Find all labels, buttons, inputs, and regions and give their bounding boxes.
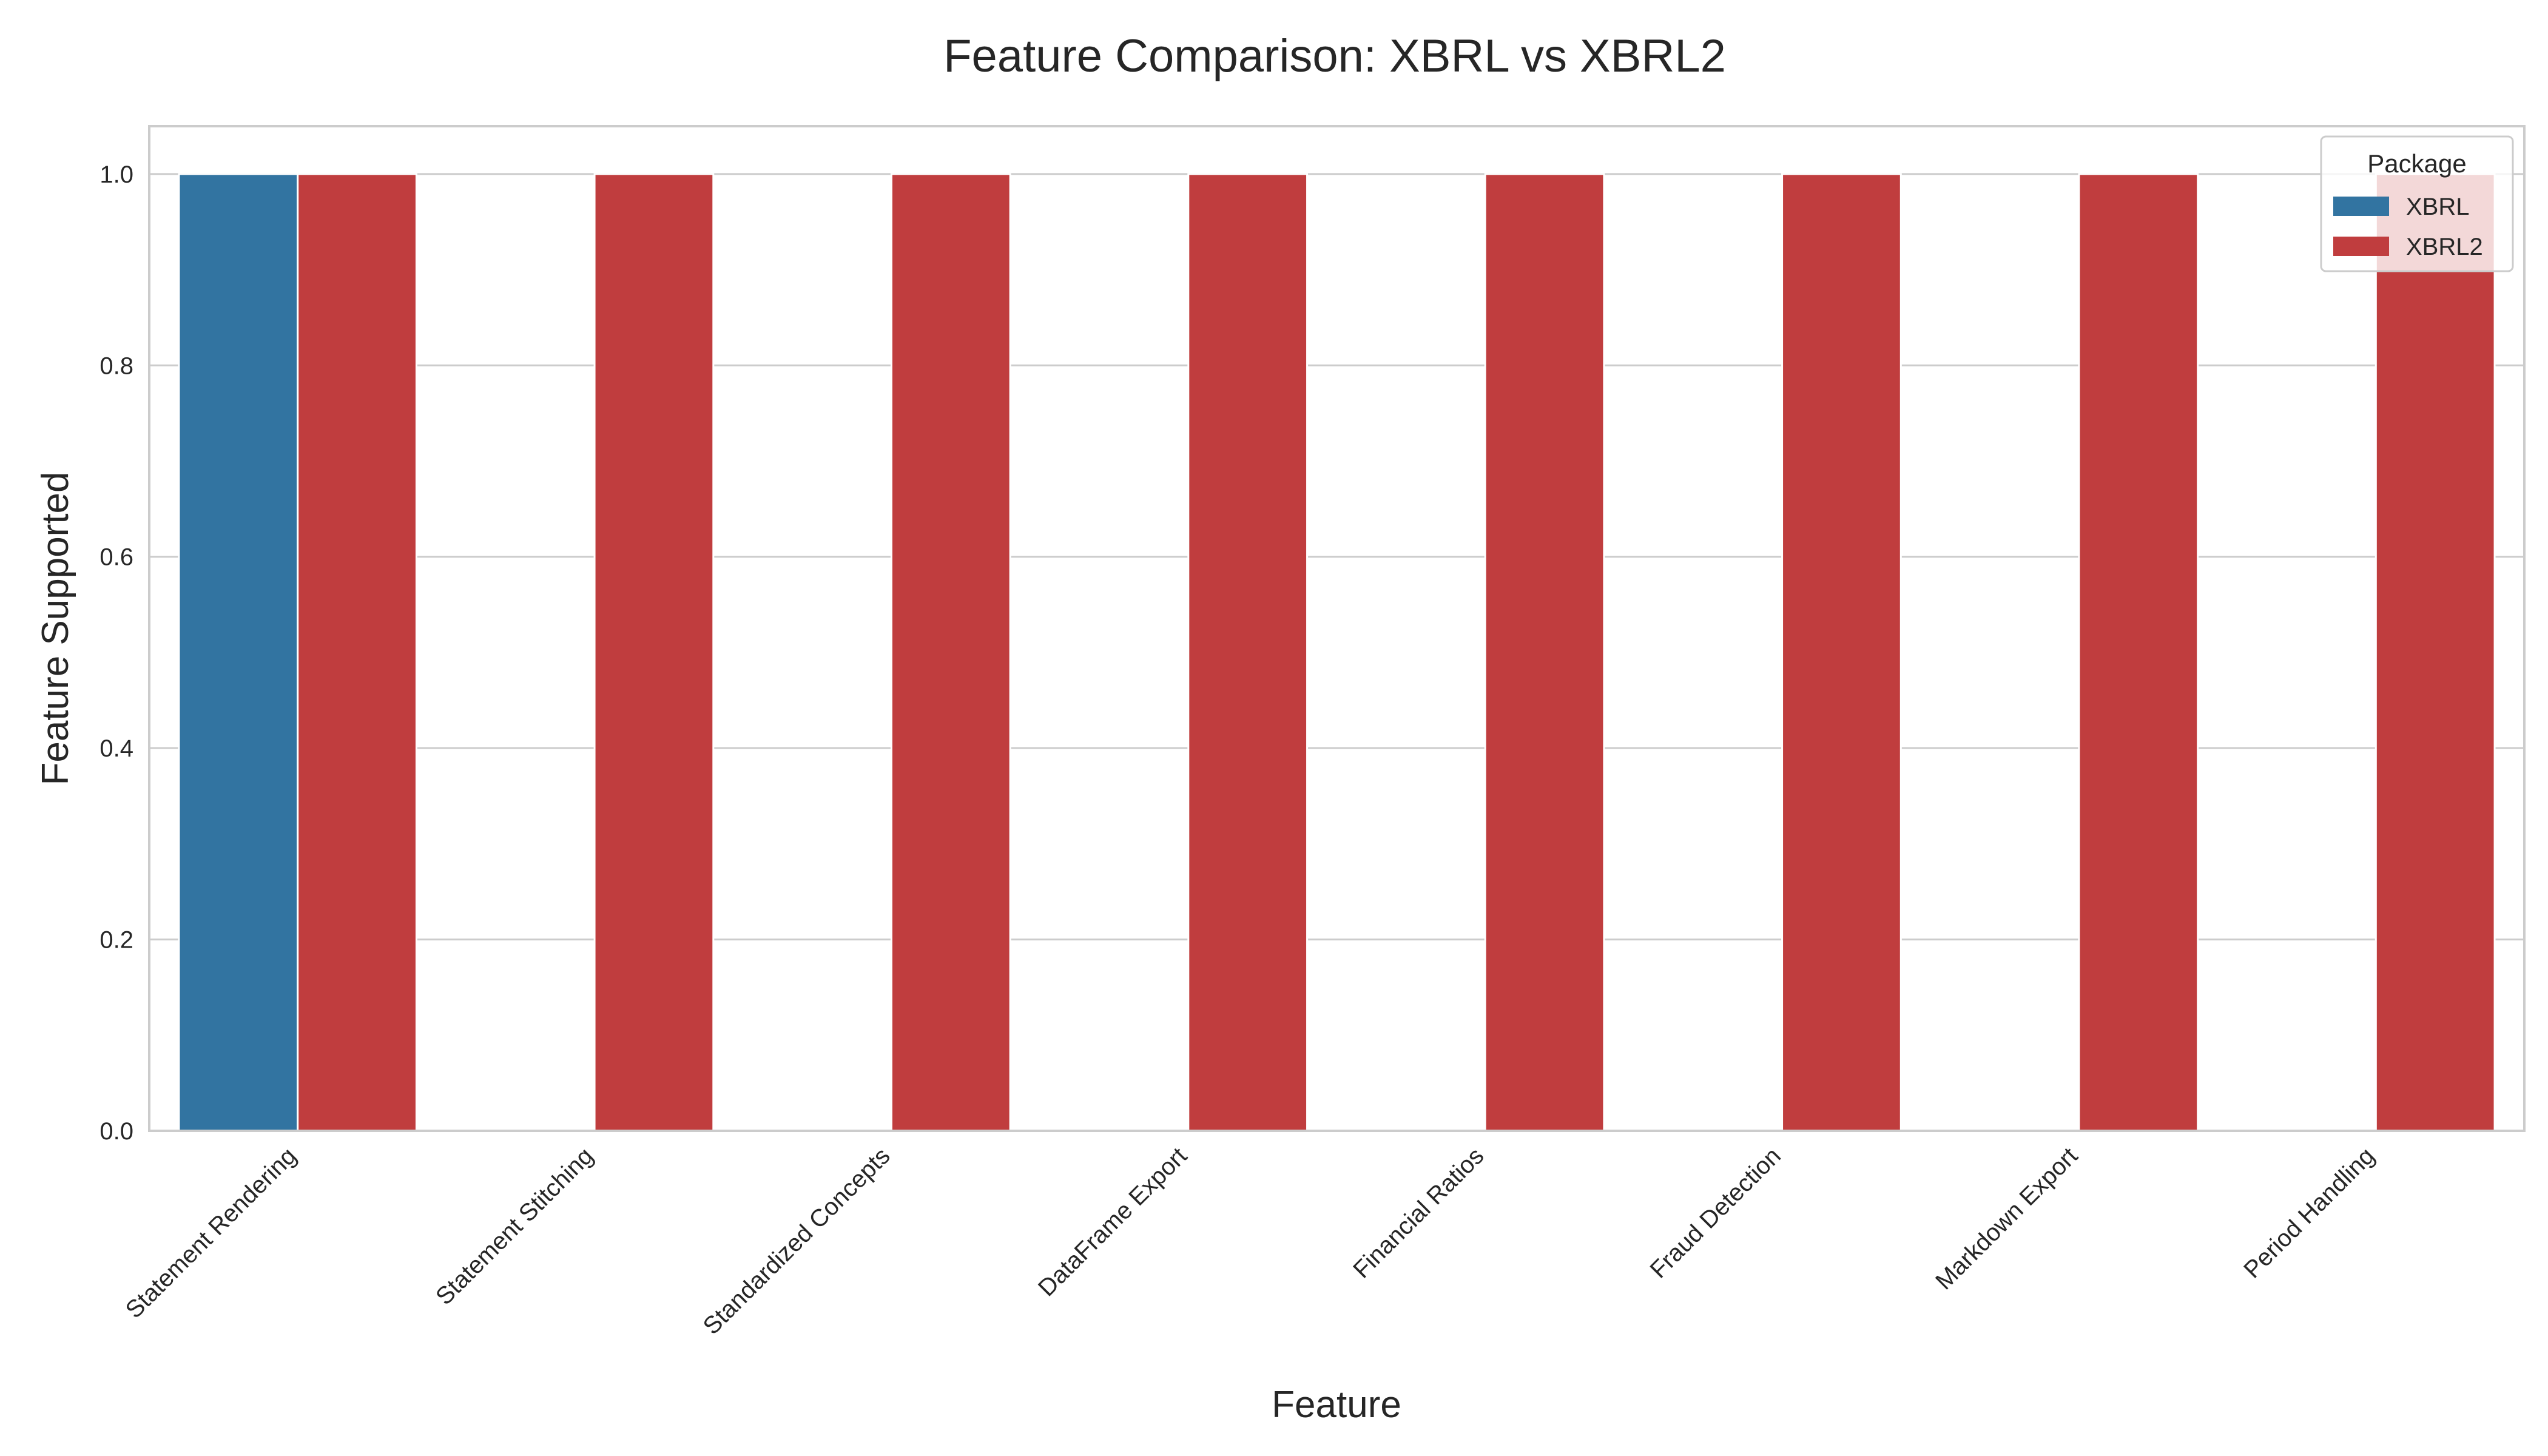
bar-xbrl2-0 — [297, 173, 417, 1132]
y-tick-labels: 0.0 0.2 0.4 0.6 0.8 1.0 — [99, 161, 133, 1145]
bar-xbrl2-7 — [2374, 173, 2496, 1132]
legend-title: Package — [2367, 149, 2466, 178]
plot-frame — [148, 125, 2526, 1132]
y-tick-label: 0.2 — [99, 927, 133, 954]
bars — [178, 173, 2496, 1132]
bar-xbrl2-1 — [593, 173, 715, 1132]
bar-xbrl2-5 — [1781, 173, 1902, 1132]
y-tick-label: 0.4 — [99, 735, 133, 762]
bar-xbrl2-6 — [2078, 173, 2199, 1132]
legend-label-xbrl2: XBRL2 — [2406, 234, 2483, 260]
legend: Package XBRL XBRL2 — [2320, 135, 2514, 272]
legend-swatch-xbrl — [2333, 197, 2389, 216]
bar-xbrl2-2 — [890, 173, 1011, 1132]
legend-label-xbrl: XBRL — [2406, 194, 2470, 220]
y-tick-label: 0.6 — [99, 544, 133, 571]
legend-items: XBRL XBRL2 — [2333, 194, 2483, 260]
y-tick-label: 1.0 — [99, 161, 133, 188]
bar-xbrl-0 — [178, 173, 299, 1132]
y-tick-label: 0.0 — [99, 1118, 133, 1145]
chart-title: Feature Comparison: XBRL vs XBRL2 — [943, 30, 1726, 82]
y-axis-label: Feature Supported — [35, 471, 76, 785]
y-tick-label: 0.8 — [99, 352, 133, 379]
x-axis-label: Feature — [1272, 1384, 1401, 1426]
bar-xbrl2-3 — [1187, 173, 1309, 1132]
legend-swatch-xbrl2 — [2333, 237, 2389, 256]
bar-xbrl2-4 — [1484, 173, 1605, 1132]
